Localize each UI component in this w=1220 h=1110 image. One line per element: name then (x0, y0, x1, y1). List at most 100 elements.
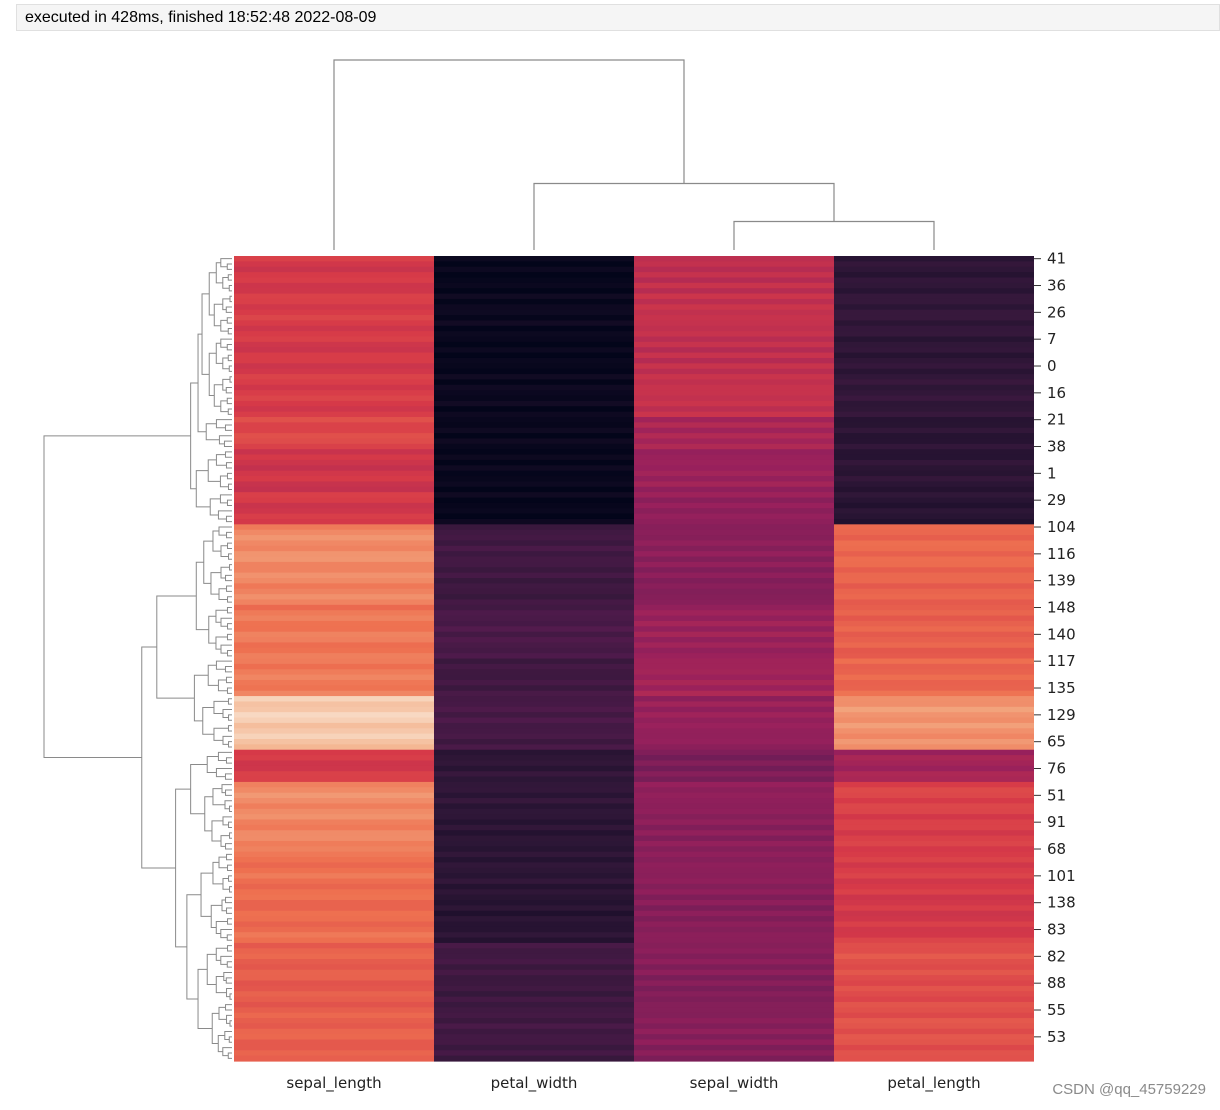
heatmap-cell (234, 996, 434, 1003)
heatmap-cell (634, 459, 834, 466)
heatmap-cell (834, 840, 1034, 847)
heatmap-cell (234, 1028, 434, 1035)
heatmap-cell (834, 331, 1034, 338)
heatmap-cell (834, 406, 1034, 413)
heatmap-cell (434, 417, 634, 423)
heatmap-cell (834, 830, 1034, 837)
dendrogram-link (226, 687, 232, 694)
heatmap-cell (434, 932, 634, 939)
heatmap-cell (834, 980, 1034, 987)
heatmap-cell (434, 518, 634, 525)
heatmap-cell (834, 427, 1034, 434)
row-tick-label: 82 (1047, 947, 1066, 965)
heatmap-cell (834, 293, 1034, 300)
heatmap-cell (234, 443, 434, 450)
heatmap-cell (834, 422, 1034, 429)
heatmap-cell (634, 384, 834, 391)
heatmap-cell (234, 722, 434, 729)
heatmap-cell (434, 1001, 634, 1008)
heatmap-cell (234, 900, 434, 906)
heatmap-cell (234, 889, 434, 896)
row-tick-label: 117 (1047, 652, 1076, 670)
heatmap-cell (434, 535, 634, 542)
heatmap-cell (634, 352, 834, 359)
heatmap-cell (234, 1007, 434, 1014)
heatmap-cell (434, 1055, 634, 1062)
dendrogram-link (156, 595, 197, 699)
dendrogram-link (229, 1020, 232, 1027)
dendrogram-link (229, 993, 232, 1000)
heatmap-cell (434, 470, 634, 477)
heatmap-cell (834, 953, 1034, 960)
heatmap-cell (434, 696, 634, 703)
heatmap-cell (434, 894, 634, 901)
heatmap-cell (234, 438, 434, 445)
dendrogram-link (213, 384, 223, 407)
heatmap-cell (834, 798, 1034, 804)
row-tick-label: 26 (1047, 303, 1066, 321)
dendrogram-link (227, 945, 232, 952)
heatmap-cell (434, 755, 634, 762)
dendrogram-link (223, 971, 232, 981)
heatmap-cell (434, 658, 634, 665)
heatmap-cell (234, 561, 434, 568)
heatmap-cell (234, 921, 434, 928)
heatmap-cell (834, 1023, 1034, 1030)
row-tick-label: 41 (1047, 250, 1066, 268)
dendrogram-link (222, 816, 232, 826)
heatmap-cell (234, 637, 434, 643)
heatmap-cell (834, 411, 1034, 418)
heatmap-cell (234, 1012, 434, 1019)
heatmap-cell (834, 1012, 1034, 1019)
heatmap-cell (834, 443, 1034, 450)
dendrogram-link (224, 424, 232, 431)
heatmap-cell (234, 985, 434, 992)
heatmap-cell (834, 277, 1034, 284)
heatmap-cell (634, 663, 834, 670)
heatmap-cell (234, 964, 434, 971)
dendrogram-link (226, 397, 232, 405)
heatmap-cell (834, 910, 1034, 917)
heatmap-cell (434, 674, 634, 681)
heatmap-cell (434, 368, 634, 375)
heatmap-cell (434, 814, 634, 821)
heatmap-cell (234, 959, 434, 965)
heatmap-cell (434, 964, 634, 971)
dendrogram-link (229, 376, 232, 383)
heatmap-cell (634, 604, 834, 611)
heatmap-cell (234, 368, 434, 375)
heatmap-cell (434, 867, 634, 874)
heatmap-cell (634, 1044, 834, 1051)
row-tick-label: 1 (1047, 464, 1057, 482)
heatmap-cell (634, 733, 834, 740)
heatmap-cell (234, 787, 434, 794)
heatmap-cell (234, 594, 434, 601)
heatmap-cell (634, 937, 834, 944)
dendrogram-link (222, 378, 230, 391)
heatmap-cell (434, 722, 634, 729)
heatmap-cell (834, 658, 1034, 665)
heatmap-cell (834, 449, 1034, 456)
dendrogram-link (215, 262, 223, 284)
dendrogram-link (43, 435, 191, 759)
execution-info-bar: executed in 428ms, finished 18:52:48 202… (16, 4, 1220, 31)
heatmap-cell (434, 615, 634, 622)
heatmap-cell (434, 288, 634, 295)
heatmap-cell (834, 561, 1034, 568)
heatmap-cell (234, 814, 434, 821)
heatmap-cell (634, 959, 834, 965)
heatmap-cell (834, 653, 1034, 660)
heatmap-cell (234, 712, 434, 719)
dendrogram-link (215, 419, 232, 429)
heatmap-cell (634, 540, 834, 547)
heatmap-cell (634, 948, 834, 955)
dendrogram-link (225, 386, 232, 394)
heatmap-cell (834, 325, 1034, 332)
heatmap-cell (634, 969, 834, 976)
heatmap-cell (834, 760, 1034, 767)
heatmap-cell (434, 1050, 634, 1057)
heatmap-cell (234, 679, 434, 686)
heatmap-cell (634, 862, 834, 869)
heatmap-cell (834, 400, 1034, 407)
